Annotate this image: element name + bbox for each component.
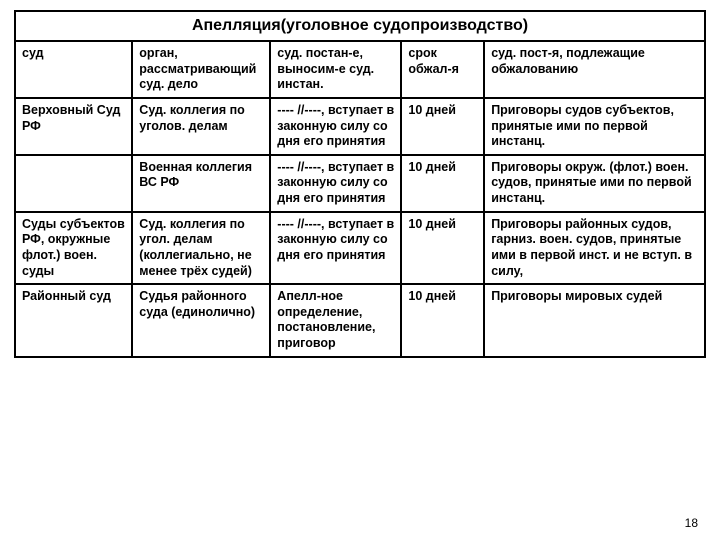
cell-ruling: ---- //----, вступает в законную силу со… (270, 98, 401, 155)
cell-term: 10 дней (401, 212, 484, 285)
table-row: Суды субъектов РФ, окружные флот.) воен.… (15, 212, 705, 285)
cell-ruling: ---- //----, вступает в законную силу со… (270, 212, 401, 285)
cell-term: 10 дней (401, 98, 484, 155)
cell-ruling: ---- //----, вступает в законную силу со… (270, 155, 401, 212)
table-row: Военная коллегия ВС РФ ---- //----, всту… (15, 155, 705, 212)
page-number: 18 (685, 516, 698, 530)
header-ruling: суд. постан-е, выносим-е суд. инстан. (270, 41, 401, 98)
cell-body: Судья районного суда (единолично) (132, 284, 270, 357)
cell-court: Суды субъектов РФ, окружные флот.) воен.… (15, 212, 132, 285)
table-row: Районный суд Судья районного суда (едино… (15, 284, 705, 357)
cell-body: Суд. коллегия по уголов. делам (132, 98, 270, 155)
cell-subject: Приговоры судов субъектов, принятые ими … (484, 98, 705, 155)
header-term: срок обжал-я (401, 41, 484, 98)
cell-term: 10 дней (401, 284, 484, 357)
header-subject: суд. пост-я, подлежащие обжалованию (484, 41, 705, 98)
header-row: суд орган, рассматривающий суд. дело суд… (15, 41, 705, 98)
cell-court (15, 155, 132, 212)
cell-body: Военная коллегия ВС РФ (132, 155, 270, 212)
cell-subject: Приговоры мировых судей (484, 284, 705, 357)
header-body: орган, рассматривающий суд. дело (132, 41, 270, 98)
table-row: Верховный Суд РФ Суд. коллегия по уголов… (15, 98, 705, 155)
cell-subject: Приговоры окруж. (флот.) воен. судов, пр… (484, 155, 705, 212)
page-container: Апелляция(уголовное судопроизводство) су… (0, 0, 720, 368)
appeal-table: Апелляция(уголовное судопроизводство) су… (14, 10, 706, 358)
cell-term: 10 дней (401, 155, 484, 212)
title-row: Апелляция(уголовное судопроизводство) (15, 11, 705, 41)
cell-court: Верховный Суд РФ (15, 98, 132, 155)
table-title: Апелляция(уголовное судопроизводство) (15, 11, 705, 41)
cell-body: Суд. коллегия по угол. делам (коллегиаль… (132, 212, 270, 285)
cell-ruling: Апелл-ное определение, постановление, пр… (270, 284, 401, 357)
header-court: суд (15, 41, 132, 98)
cell-subject: Приговоры районных судов, гарниз. воен. … (484, 212, 705, 285)
cell-court: Районный суд (15, 284, 132, 357)
